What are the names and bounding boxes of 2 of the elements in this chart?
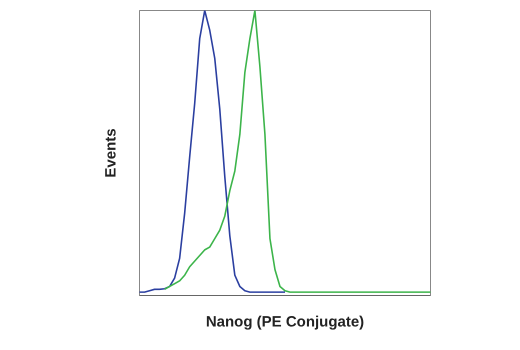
x-axis-title: Nanog (PE Conjugate): [206, 314, 364, 330]
y-axis-title: Events: [102, 128, 120, 178]
